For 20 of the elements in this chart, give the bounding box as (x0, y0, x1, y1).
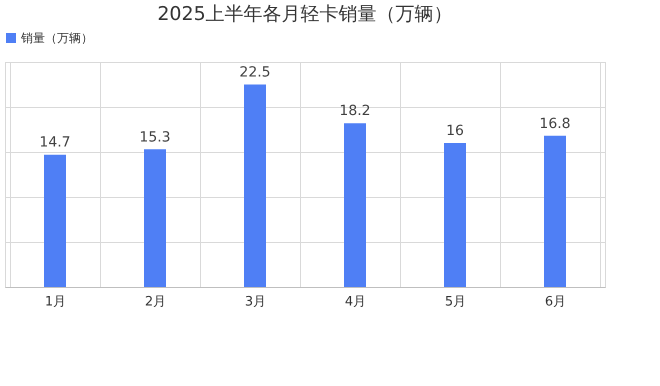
data-label: 16.8 (539, 116, 571, 132)
data-label: 22.5 (239, 64, 271, 80)
x-tick-label: 6月 (544, 294, 566, 310)
bar (44, 154, 66, 287)
bar (444, 143, 466, 287)
chart-title: 2025上半年各月轻卡销量（万辆） (157, 3, 453, 25)
x-tick-label: 3月 (244, 294, 266, 310)
data-label: 14.7 (39, 134, 71, 151)
bar (244, 84, 266, 287)
bar (344, 123, 366, 287)
data-label: 18.2 (339, 103, 371, 120)
bar (144, 149, 166, 287)
x-tick-label: 5月 (444, 294, 466, 310)
data-label: 16 (446, 123, 464, 139)
legend-label: 销量（万辆） (20, 31, 93, 45)
x-tick-label: 1月 (44, 294, 66, 310)
bar (544, 136, 566, 287)
data-label: 15.3 (139, 129, 171, 146)
x-tick-label: 2月 (144, 294, 166, 310)
x-tick-label: 4月 (344, 294, 366, 310)
